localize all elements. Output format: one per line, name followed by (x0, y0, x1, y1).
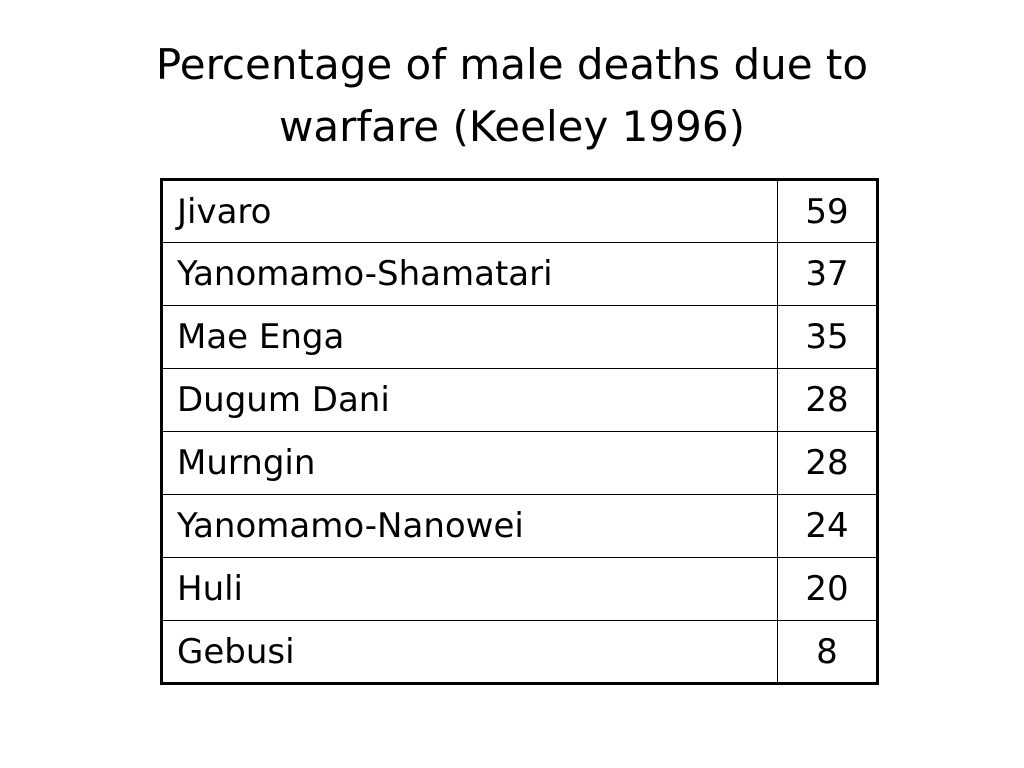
slide-title: Percentage of male deaths due to warfare… (40, 34, 984, 158)
table-row: Dugum Dani 28 (161, 368, 878, 432)
society-name-cell: Murngin (161, 431, 778, 495)
society-name-cell: Dugum Dani (161, 368, 778, 432)
society-name-cell: Yanomamo-Shamatari (161, 242, 778, 306)
table-row: Yanomamo-Nanowei 24 (161, 494, 878, 558)
percentage-cell: 59 (777, 179, 878, 243)
society-name-cell: Jivaro (161, 179, 778, 243)
table-row: Mae Enga 35 (161, 305, 878, 369)
table-row: Murngin 28 (161, 431, 878, 495)
percentage-cell: 35 (777, 305, 878, 369)
society-name-cell: Mae Enga (161, 305, 778, 369)
percentage-cell: 28 (777, 368, 878, 432)
society-name-cell: Yanomamo-Nanowei (161, 494, 778, 558)
deaths-table: Jivaro 59 Yanomamo-Shamatari 37 Mae Enga… (160, 178, 879, 685)
percentage-cell: 8 (777, 620, 878, 684)
percentage-cell: 28 (777, 431, 878, 495)
table-row: Jivaro 59 (161, 179, 878, 243)
percentage-cell: 37 (777, 242, 878, 306)
title-line-1: Percentage of male deaths due to (155, 40, 869, 89)
table-row: Yanomamo-Shamatari 37 (161, 242, 878, 306)
percentage-cell: 24 (777, 494, 878, 558)
percentage-cell: 20 (777, 557, 878, 621)
title-line-2: warfare (Keeley 1996) (279, 102, 745, 151)
data-table-container: Jivaro 59 Yanomamo-Shamatari 37 Mae Enga… (160, 178, 879, 685)
table-row: Gebusi 8 (161, 620, 878, 684)
society-name-cell: Gebusi (161, 620, 778, 684)
society-name-cell: Huli (161, 557, 778, 621)
table-row: Huli 20 (161, 557, 878, 621)
